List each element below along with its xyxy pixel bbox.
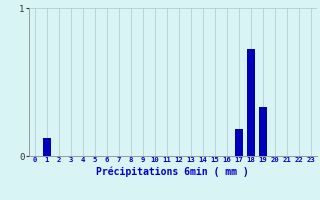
Bar: [43, 138, 51, 156]
Bar: [247, 49, 255, 156]
X-axis label: Précipitations 6min ( mm ): Précipitations 6min ( mm ): [96, 166, 249, 177]
Bar: [259, 107, 267, 156]
Bar: [235, 129, 243, 156]
